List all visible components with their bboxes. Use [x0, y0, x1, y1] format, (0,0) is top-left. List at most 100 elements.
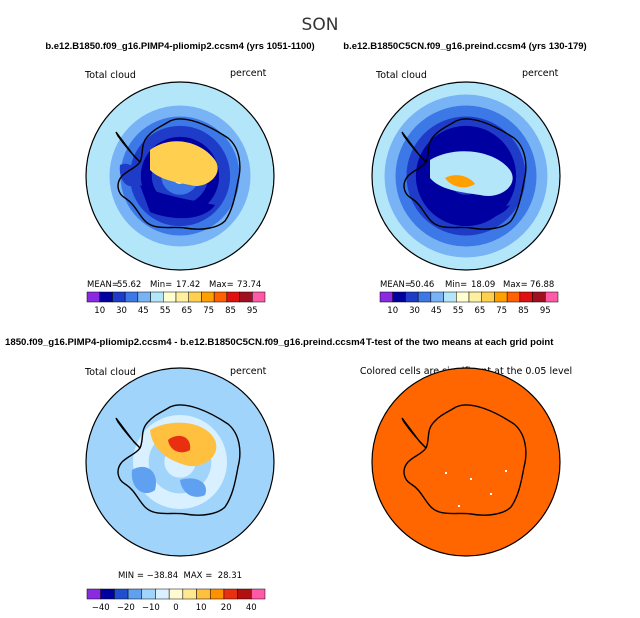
panel-difference: 1850.f09_g16.PIMP4-pliomip2.ccsm4 - b.e1…	[5, 337, 366, 613]
colorbar-swatch	[532, 291, 546, 303]
colorbar-tick-label: 45	[431, 306, 442, 316]
panel-a-variable: Total cloud	[84, 70, 136, 81]
interior-strong-positive	[168, 435, 191, 453]
panel-b-stats: MEAN= 50.46 Min= 18.09 Max= 76.88	[380, 280, 554, 290]
stat-mean-value: 50.46	[410, 280, 434, 290]
panel-a-title: b.e12.B1850.f09_g16.PIMP4-pliomip2.ccsm4…	[45, 41, 314, 52]
colorbar-tick-label: 95	[540, 306, 551, 316]
stat-mean-value: 55.62	[117, 280, 141, 290]
colorbar-tick-label: 55	[453, 306, 464, 316]
colorbar-tick-label: 20	[221, 603, 232, 613]
colorbar-swatch	[137, 291, 151, 303]
significant-cells	[372, 368, 560, 556]
non-significant-cell	[505, 470, 507, 472]
panel-c-stats: MIN = −38.84 MAX = 28.31	[118, 571, 242, 581]
map-c-frame	[85, 367, 275, 557]
panel-b-title: b.e12.B1850C5CN.f09_g16.preind.ccsm4 (yr…	[343, 41, 586, 52]
colorbar-swatch	[545, 291, 559, 303]
map-a-frame	[85, 81, 275, 271]
colorbar-tick-label: 55	[160, 306, 171, 316]
colorbar-tick-label: 0	[173, 603, 178, 613]
colorbar-swatch	[150, 291, 164, 303]
colorbar-tick-label: 10	[387, 306, 398, 316]
colorbar-swatch	[239, 291, 253, 303]
stat-mean-label: MEAN=	[380, 280, 412, 290]
colorbar-swatch	[252, 291, 266, 303]
polar-map-c	[86, 368, 274, 556]
colorbar-swatch	[430, 291, 444, 303]
stat-mean-label: MEAN=	[87, 280, 119, 290]
colorbar-swatch	[379, 291, 393, 303]
polar-map-b	[372, 82, 560, 270]
colorbar-tick-label: 95	[247, 306, 258, 316]
colorbar-swatch	[456, 291, 470, 303]
colorbar-swatch	[392, 291, 406, 303]
coastal-low-cloud	[430, 195, 510, 220]
colorbar-tick-label: 65	[474, 306, 485, 316]
page-title: SON	[302, 15, 339, 35]
map-d-frame	[371, 367, 561, 557]
colorbar-swatch	[168, 588, 184, 600]
colorbar-tick-label: −40	[92, 603, 110, 613]
colorbar-tick-label: 65	[181, 306, 192, 316]
colorbar-swatch	[226, 291, 240, 303]
colorbar-swatch	[86, 588, 101, 600]
stat-min-value: 17.42	[176, 280, 200, 290]
colorbar-tick-label: 85	[518, 306, 529, 316]
non-significant-cell	[470, 478, 472, 480]
colorbar-swatch	[519, 291, 533, 303]
colorbar-swatch	[127, 588, 143, 600]
colorbar-tick-label: 75	[496, 306, 507, 316]
colorbar-swatch	[405, 291, 419, 303]
colorbar-b: 10 30 45 55 65 75 85 95	[379, 291, 559, 316]
interior-high-cloud	[445, 175, 475, 188]
colorbar-swatch	[417, 291, 432, 303]
polar-map-d	[372, 368, 560, 556]
colorbar-swatch	[481, 291, 495, 303]
colorbar-swatch	[175, 291, 189, 303]
colorbar-tick-label: 85	[225, 306, 236, 316]
interior-cloud	[430, 151, 513, 196]
colorbar-swatch	[443, 291, 457, 303]
colorbar-tick-label: 45	[138, 306, 149, 316]
colorbar-swatch	[223, 588, 238, 600]
colorbar-swatch	[99, 291, 113, 303]
colorbar-tick-label: 10	[94, 306, 105, 316]
colorbar-tick-label: 40	[246, 603, 257, 613]
stat-min-label: Min=	[445, 280, 467, 290]
map-b-frame	[371, 81, 561, 271]
panel-ttest: T-test of the two means at each grid poi…	[360, 337, 572, 557]
panel-c-variable: Total cloud	[84, 367, 136, 378]
panel-model-b: b.e12.B1850C5CN.f09_g16.preind.ccsm4 (yr…	[343, 41, 586, 316]
colorbar-swatch	[209, 588, 225, 600]
panel-a-stats: MEAN= 55.62 Min= 17.42 Max= 73.74	[87, 280, 261, 290]
colorbar-swatch	[114, 588, 129, 600]
polar-map-a	[86, 82, 274, 270]
colorbar-swatch	[201, 291, 215, 303]
colorbar-tick-label: −20	[117, 603, 135, 613]
colorbar-tick-label: 30	[409, 306, 420, 316]
non-significant-cell	[490, 493, 492, 495]
panel-b-variable: Total cloud	[375, 70, 427, 81]
colorbar-tick-label: 30	[116, 306, 127, 316]
colorbar-swatch	[155, 588, 170, 600]
colorbar-swatch	[506, 291, 521, 303]
stat-min-label: Min=	[150, 280, 172, 290]
colorbar-tick-label: 10	[196, 603, 207, 613]
colorbar-swatch	[182, 588, 197, 600]
colorbar-tick-label: 75	[203, 306, 214, 316]
colorbar-c: −40 −20 −10 0 10 20 40	[86, 588, 266, 613]
non-significant-cell	[458, 505, 460, 507]
stat-max-label: Max=	[209, 280, 234, 290]
panel-c-units: percent	[230, 366, 267, 377]
colorbar-swatch	[196, 588, 211, 600]
coastal-low-cloud	[140, 185, 215, 219]
colorbar-a: 10 30 45 55 65 75 85 95	[86, 291, 266, 316]
colorbar-swatch	[251, 588, 266, 600]
non-significant-cell	[445, 472, 447, 474]
stat-min-value: 18.09	[471, 280, 495, 290]
panel-model-a: b.e12.B1850.f09_g16.PIMP4-pliomip2.ccsm4…	[45, 41, 314, 316]
panel-d-title: T-test of the two means at each grid poi…	[366, 337, 554, 348]
panel-c-title: 1850.f09_g16.PIMP4-pliomip2.ccsm4 - b.e1…	[5, 337, 366, 348]
